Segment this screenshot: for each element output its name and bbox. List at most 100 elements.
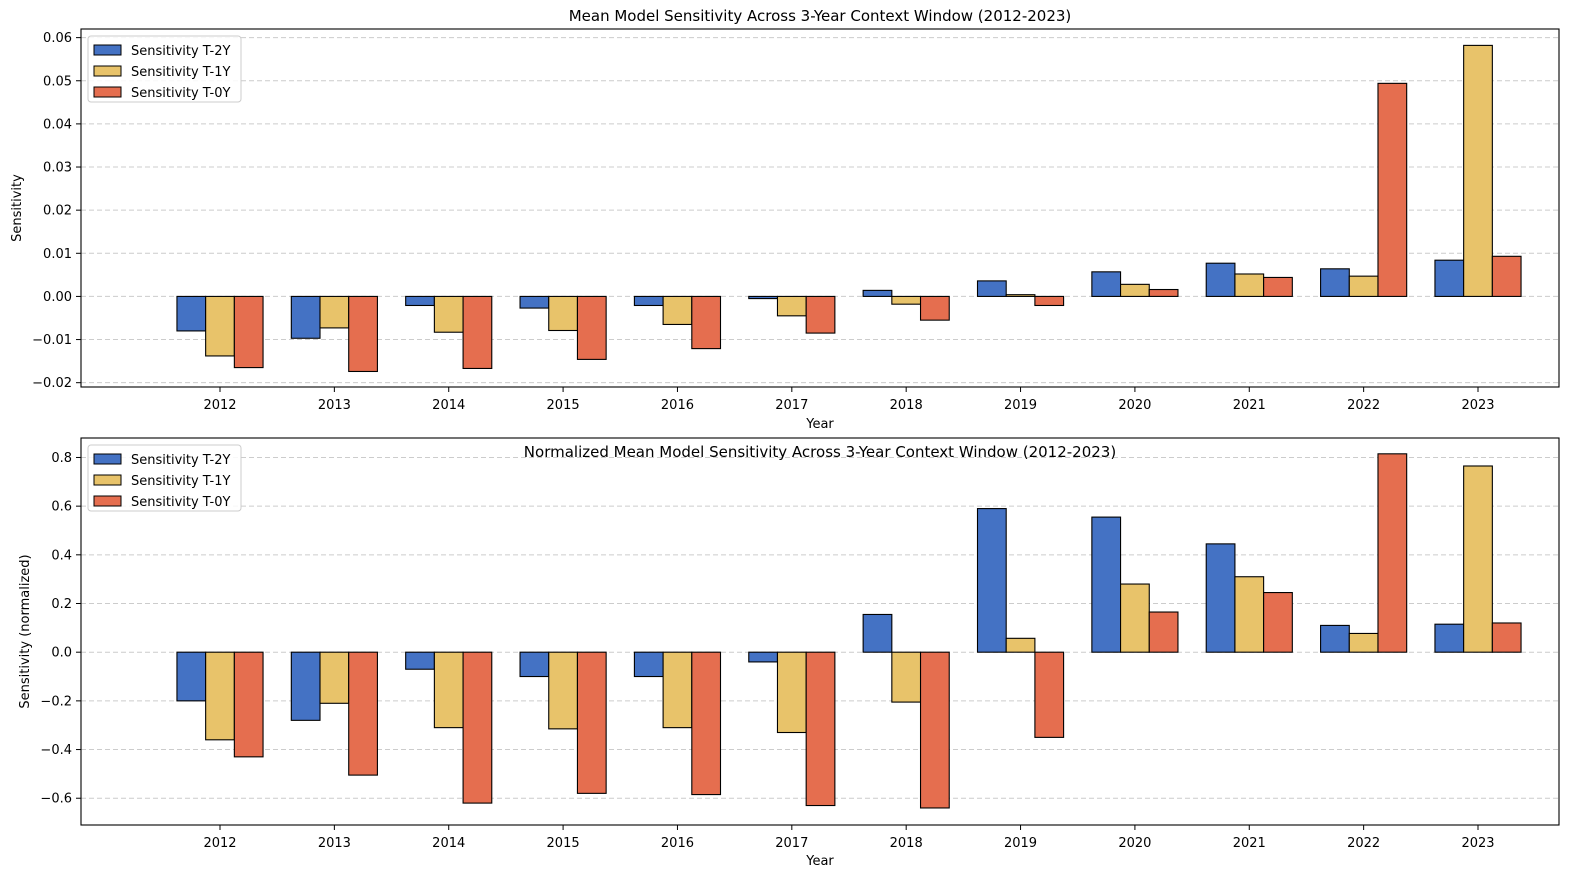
bar-t1y-2013 [319,651,350,704]
bar-t1y-2015 [548,651,578,730]
bar-t0y-2016 [691,295,722,350]
y-tick-label: 0.8 [51,451,72,466]
bar-t1y-2021 [1234,273,1265,297]
y-tick-label: 0.2 [51,597,72,612]
bar-t1y-2012 [205,295,235,357]
bar-t0y-2020 [1148,288,1179,297]
x-axis-label: Year [805,854,834,869]
bar-t2y-2020 [1091,271,1122,297]
x-tick-label: 2023 [1461,836,1494,851]
x-tick-label: 2014 [432,836,465,851]
x-tick-label: 2017 [775,398,808,413]
y-axis-label: Sensitivity (normalized) [18,554,33,708]
bar-t0y-2023 [1491,255,1522,297]
bar-t0y-2022 [1377,82,1408,297]
bar-t1y-2022 [1348,632,1379,653]
bar-t0y-2015 [576,651,607,794]
bar-t0y-2020 [1148,611,1179,653]
y-tick-label: 0.04 [43,117,72,132]
bar-t0y-2014 [462,651,493,804]
chart-title: Normalized Mean Model Sensitivity Across… [524,443,1116,461]
chart-title: Mean Model Sensitivity Across 3-Year Con… [569,7,1072,25]
bar-t2y-2018 [862,613,893,653]
x-tick-label: 2013 [318,398,351,413]
chart-mean-sensitivity: −0.02 −0.01 0.00 0.01 0.02 0.03 0.04 0.05 0.06 20… [10,7,1560,432]
bar-t2y-2016 [633,651,664,678]
bar-t0y-2012 [233,295,264,369]
bar-t2y-2022 [1320,624,1350,653]
y-tick-label: −0.02 [32,376,72,391]
legend-label: Sensitivity T-2Y [131,453,231,468]
legend-label: Sensitivity T-1Y [131,474,231,489]
x-tick-label: 2022 [1347,398,1380,413]
x-tick-label: 2020 [1118,836,1151,851]
x-tick-label: 2016 [661,398,694,413]
bar-t0y-2014 [462,295,493,370]
bar-t2y-2023 [1434,623,1465,653]
bar-t2y-2015 [519,295,550,309]
x-tick-label: 2021 [1233,398,1266,413]
x-tick-label: 2018 [890,836,923,851]
bar-t2y-2013 [290,295,321,339]
bar-t0y-2018 [919,295,950,321]
x-tick-label: 2012 [203,836,236,851]
bar-t1y-2014 [433,651,464,729]
bar-t1y-2023 [1463,44,1493,297]
y-tick-label: 0.01 [43,247,72,262]
x-tick-label: 2020 [1118,398,1151,413]
bar-t0y-2022 [1377,453,1408,653]
bar-t1y-2022 [1348,275,1379,297]
bar-t1y-2020 [1120,583,1150,653]
x-tick-label: 2015 [547,836,580,851]
legend-swatch-t1y [93,65,122,77]
y-tick-label: −0.01 [32,333,72,348]
x-tick-label: 2021 [1233,836,1266,851]
legend-label: Sensitivity T-1Y [131,65,231,80]
legend-box [87,444,242,512]
bar-t2y-2022 [1320,268,1350,297]
x-tick-label: 2013 [318,836,351,851]
x-tick-label: 2019 [1004,836,1037,851]
bar-t1y-2012 [205,651,235,741]
legend-swatch-t0y [93,495,122,507]
bar-t0y-2017 [805,295,836,334]
bar-t2y-2019 [976,280,1007,297]
y-tick-label: 0.4 [51,548,72,563]
bar-t0y-2016 [691,651,722,796]
bar-t1y-2017 [776,295,807,317]
bar-t1y-2015 [548,295,578,332]
bar-t2y-2017 [748,295,779,300]
legend: Sensitivity T-2Y Sensitivity T-1Y Sensitiv… [87,444,242,512]
bar-t0y-2018 [919,651,950,809]
bar-t0y-2021 [1263,276,1293,297]
x-tick-label: 2015 [547,398,580,413]
y-tick-label: −0.4 [40,743,72,758]
legend-swatch-t1y [93,474,122,486]
bar-t2y-2017 [748,651,779,663]
bar-t1y-2018 [891,295,922,305]
bar-t1y-2023 [1463,465,1493,653]
bar-t1y-2016 [662,651,693,729]
legend-swatch-t2y [93,44,122,56]
y-tick-label: −0.6 [40,792,72,807]
bar-t0y-2015 [576,295,607,360]
y-tick-label: 0.06 [43,31,72,46]
y-axis-label: Sensitivity [10,174,25,242]
bar-t2y-2013 [290,651,321,721]
bar-t2y-2019 [976,508,1007,653]
x-tick-label: 2019 [1004,398,1037,413]
bar-t0y-2019 [1034,295,1065,307]
bar-t2y-2012 [176,651,207,702]
legend: Sensitivity T-2Y Sensitivity T-1Y Sensitiv… [87,35,242,103]
bar-t2y-2016 [633,295,664,307]
bar-t1y-2014 [433,295,464,333]
bar-t2y-2014 [405,295,435,307]
axes-frame [80,28,1560,388]
x-tick-label: 2023 [1461,398,1494,413]
bar-t2y-2014 [405,651,435,670]
bar-t2y-2023 [1434,259,1465,297]
bar-t0y-2013 [348,295,378,373]
bar-t2y-2018 [862,289,893,297]
